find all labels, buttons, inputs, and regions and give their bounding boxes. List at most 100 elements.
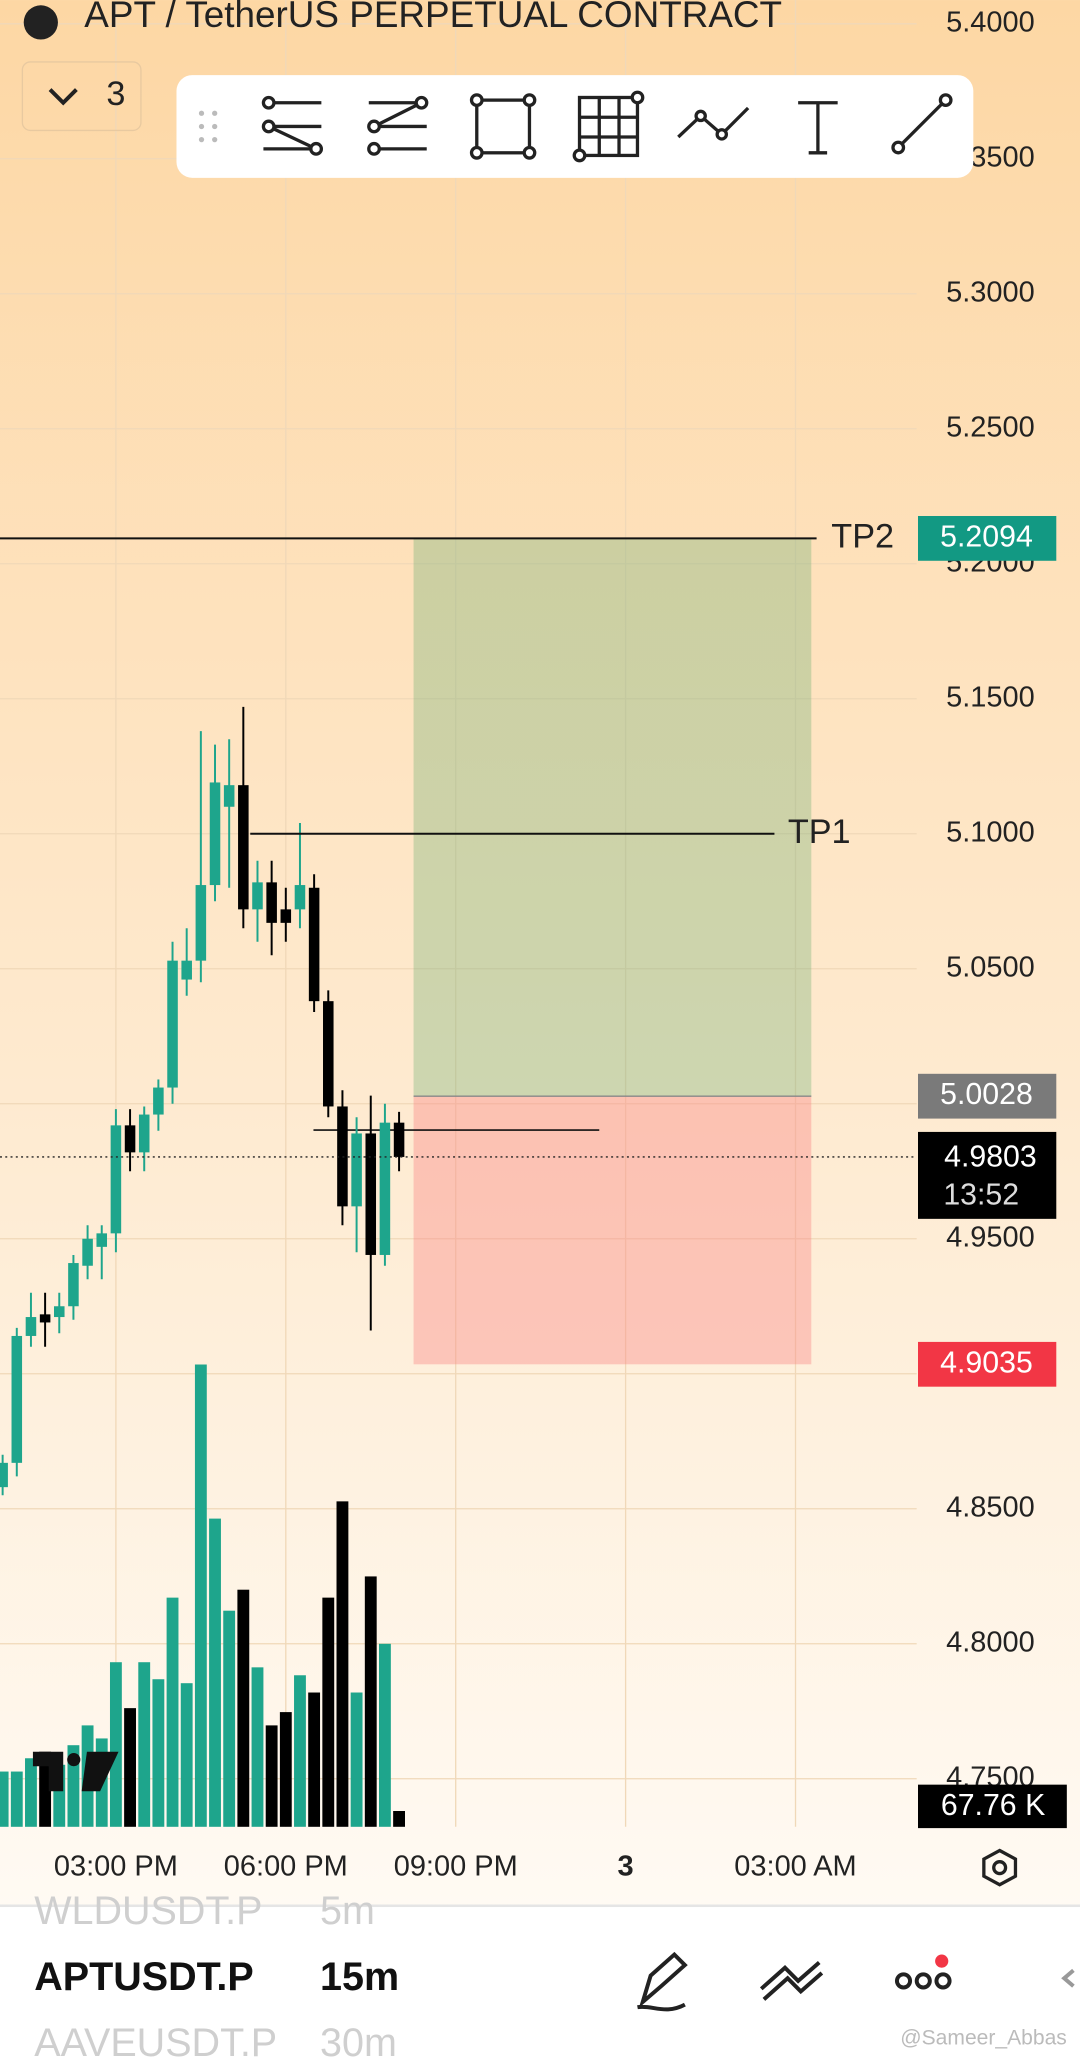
y-tick-label: 4.8000: [946, 1626, 1035, 1658]
watch-symbol[interactable]: WLDUSDT.P: [34, 1889, 262, 1933]
volume-bar: [109, 1662, 122, 1827]
y-tick-label: 5.0500: [946, 951, 1035, 983]
entry-tag: [918, 1073, 1057, 1119]
volume-bar: [53, 1764, 66, 1827]
entry-label: 5.0028: [940, 1078, 1033, 1111]
watch-interval[interactable]: 15m: [320, 1955, 399, 1999]
volume-bar: [166, 1597, 179, 1827]
loss-zone: [413, 1096, 812, 1365]
volume-bar: [0, 1771, 9, 1827]
volume-bar: [378, 1643, 391, 1827]
layout-dropdown[interactable]: [21, 61, 142, 132]
y-tick-label: 5.2500: [946, 411, 1035, 443]
candle-body: [294, 885, 306, 910]
candle-body: [195, 885, 207, 961]
candle-body: [351, 1133, 362, 1207]
volume-bar: [350, 1692, 363, 1827]
path-tool[interactable]: [677, 106, 750, 141]
candle-body: [0, 1462, 8, 1488]
watch-interval[interactable]: 30m: [320, 2021, 397, 2065]
candle-body: [238, 785, 249, 910]
candle-body: [54, 1306, 65, 1318]
stop-label: 4.9035: [940, 1346, 1033, 1379]
chevron-icon: [48, 88, 78, 106]
watermark: @Sameer_Abbas: [900, 2026, 1067, 2049]
volume-bar: [223, 1610, 236, 1827]
volume-bar: [67, 1745, 80, 1827]
target-tag: [918, 515, 1057, 561]
candle-body: [96, 1233, 108, 1247]
watch-symbol[interactable]: AAVEUSDT.P: [34, 2021, 277, 2065]
candle-body: [124, 1125, 136, 1153]
volume-bar: [237, 1589, 250, 1827]
y-tick-label: 5.1000: [946, 816, 1035, 848]
notification-dot: [935, 1954, 949, 1968]
candle-body: [379, 1122, 391, 1255]
x-tick-label: 09:00 PM: [394, 1850, 518, 1882]
candle-body: [167, 960, 178, 1088]
volume-bar: [124, 1708, 136, 1827]
candle-body: [308, 887, 320, 1002]
x-tick-label: 06:00 PM: [224, 1850, 348, 1882]
y-tick-label: 5.4000: [946, 6, 1035, 38]
stop-tag: [918, 1341, 1057, 1387]
candle-body: [153, 1087, 164, 1115]
watch-symbol[interactable]: APTUSDT.P: [34, 1955, 253, 1999]
x-tick-label: 3: [618, 1850, 634, 1882]
countdown-label: 13:52: [943, 1178, 1019, 1211]
draw-icon[interactable]: [637, 1951, 688, 2012]
trend-line-tool[interactable]: [891, 93, 953, 155]
candle-body: [393, 1122, 405, 1157]
candle-body: [25, 1317, 37, 1336]
symbol-icon: [23, 5, 58, 40]
text-tool[interactable]: [798, 101, 838, 155]
layout-count: 3: [106, 75, 125, 113]
profit-zone: [413, 538, 812, 1097]
volume-bar: [209, 1518, 221, 1827]
settings-icon[interactable]: [982, 1848, 1018, 1887]
volume-bar: [180, 1683, 193, 1827]
y-tick-label: 4.8500: [946, 1491, 1035, 1523]
more-icon[interactable]: [894, 1972, 952, 1990]
candle-body: [252, 882, 263, 910]
volume-bar: [152, 1679, 165, 1827]
volume-bar: [336, 1501, 349, 1827]
watch-interval[interactable]: 5m: [320, 1889, 375, 1933]
y-tick-label: 5.1500: [946, 681, 1035, 713]
candle-body: [266, 882, 277, 923]
volume-bar: [10, 1771, 23, 1827]
fib-grid-tool[interactable]: [572, 90, 645, 163]
level-label: TP1: [788, 813, 851, 851]
volume-bar: [308, 1692, 321, 1827]
volume-bar: [393, 1811, 405, 1827]
volume-bar: [25, 1758, 37, 1827]
y-tick-label: 4.9500: [946, 1221, 1035, 1253]
drawing-toolbar: [176, 75, 974, 178]
candle-body: [39, 1314, 51, 1323]
x-tick-label: 03:00 AM: [734, 1850, 856, 1882]
last-price-label: 4.9803: [944, 1140, 1037, 1173]
candle-body: [82, 1238, 93, 1266]
candle-body: [11, 1335, 23, 1463]
candle-body: [223, 785, 235, 807]
level-label: TP2: [831, 517, 894, 555]
candle-body: [68, 1263, 79, 1307]
candle-body: [209, 782, 221, 886]
indicator-icon[interactable]: [759, 1960, 824, 2001]
volume-bar: [194, 1364, 207, 1827]
volume-bar: [279, 1712, 292, 1827]
volume-bar: [265, 1725, 278, 1827]
volume-tag: [918, 1784, 1067, 1829]
x-tick-label: 03:00 PM: [54, 1850, 178, 1882]
long-position-tool[interactable]: [261, 95, 324, 156]
chart-title: APT / TetherUS PERPETUAL CONTRACT: [84, 0, 782, 35]
last-price-tag: [918, 1131, 1057, 1219]
volume-bar: [364, 1576, 377, 1827]
short-position-tool[interactable]: [367, 95, 429, 156]
tradingview-logo: [32, 1751, 119, 1792]
rectangle-tool[interactable]: [469, 93, 537, 160]
candle-body: [110, 1125, 122, 1234]
collapse-icon[interactable]: [1061, 1968, 1075, 1988]
